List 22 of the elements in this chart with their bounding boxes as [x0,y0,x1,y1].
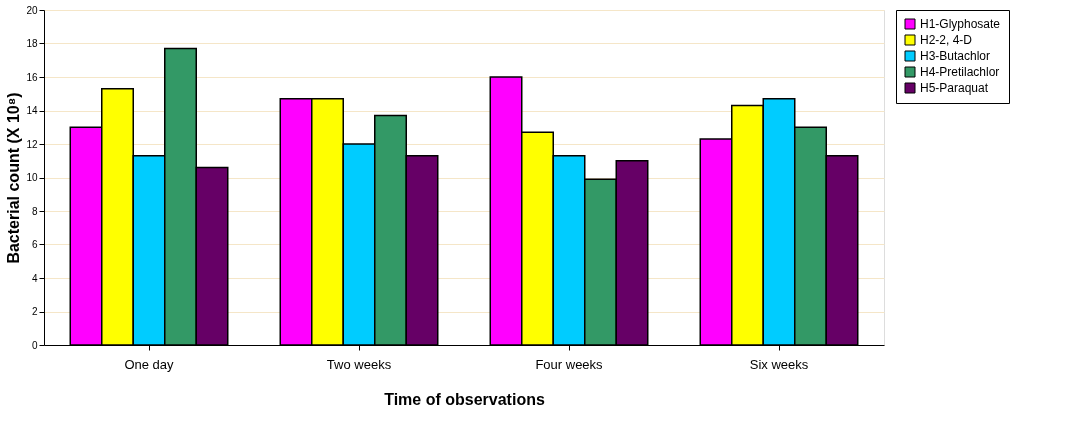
legend-label: H5-Paraquat [920,81,989,95]
x-axis-title: Time of observations [384,390,545,408]
x-tick-label: Four weeks [535,356,604,372]
y-tick-label: 14 [26,105,38,116]
y-tick-label: 10 [26,172,38,183]
legend-label: H3-Butachlor [920,49,991,63]
y-axis-title: Bacterial count (X 10⁸) [5,92,23,264]
y-tick-label: 8 [31,205,38,217]
y-tick-label: 6 [31,239,38,250]
x-tick-label: One day [124,356,175,372]
legend-label: H1-Glyphosate [920,17,1001,31]
y-tick-label: 12 [26,138,38,150]
x-tick-label: Two weeks [326,356,392,372]
y-tick-label: 16 [26,71,38,83]
y-tick-label: 2 [31,306,38,317]
y-tick-label: 4 [31,272,38,284]
legend-label: H4-Pretilachlor [920,65,1000,79]
legend-label: H2-2, 4-D [920,33,973,47]
y-tick-label: 0 [31,339,38,351]
y-tick-label: 20 [26,4,38,16]
y-tick-label: 18 [26,38,38,49]
x-tick-label: Six weeks [749,356,809,372]
